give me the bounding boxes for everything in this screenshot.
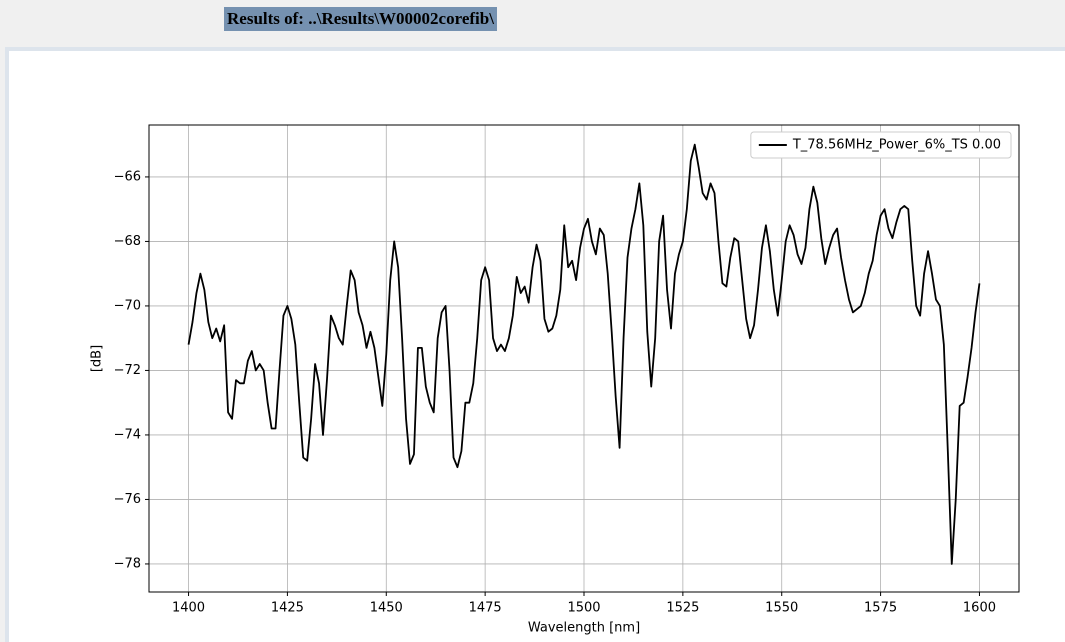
y-axis-label: [dB] [90, 345, 105, 372]
results-header: Results of: ..\Results\W00002corefib\ [224, 7, 497, 31]
y-tick-label: −70 [114, 298, 141, 313]
x-tick-label: 1500 [567, 601, 600, 616]
y-tick-label: −76 [114, 492, 141, 507]
legend-label: T_78.56MHz_Power_6%_TS 0.00 [792, 138, 1001, 153]
x-tick-label: 1525 [666, 601, 699, 616]
x-tick-label: 1575 [864, 601, 897, 616]
x-tick-label: 1550 [765, 601, 798, 616]
x-tick-label: 1450 [370, 601, 403, 616]
legend-box [750, 131, 1012, 159]
plot-frame [148, 124, 1020, 593]
x-tick-label: 1425 [271, 601, 304, 616]
data-line [187, 143, 981, 565]
toolbar: Results of: ..\Results\W00002corefib\ [0, 0, 1065, 47]
y-tick-label: −74 [114, 427, 141, 442]
y-tick-label: −66 [114, 169, 141, 184]
y-tick-label: −68 [114, 234, 141, 249]
x-tick-label: 1600 [963, 601, 996, 616]
y-tick-label: −72 [114, 363, 141, 378]
x-tick-label: 1400 [172, 601, 205, 616]
x-axis-label: Wavelength [nm] [528, 621, 640, 636]
y-tick-label: −78 [114, 556, 141, 571]
x-tick-label: 1475 [469, 601, 502, 616]
